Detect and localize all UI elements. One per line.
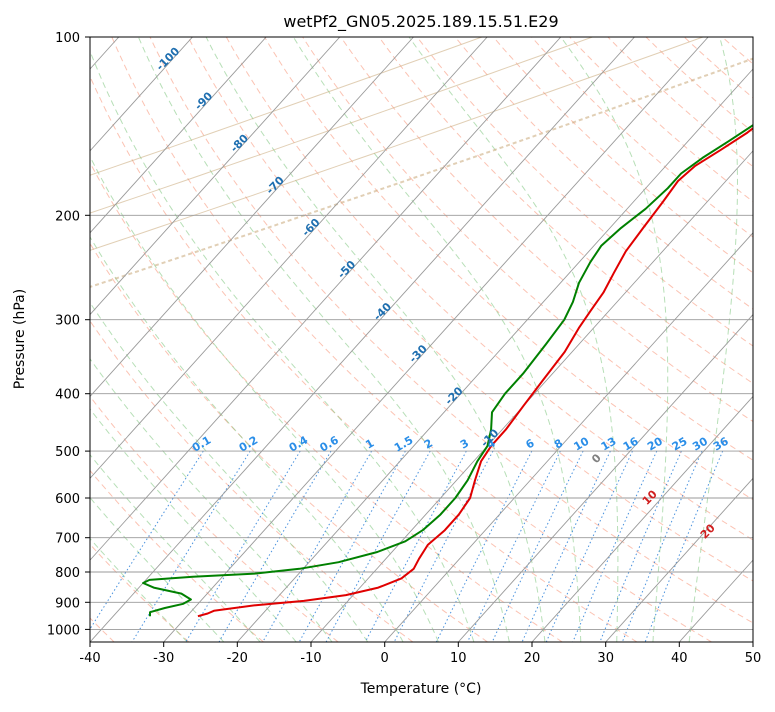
y-tick-label: 200 [55, 209, 80, 224]
chart-title: wetPf2_GN05.2025.189.15.51.E29 [283, 12, 558, 32]
x-tick-label: -10 [300, 651, 321, 666]
y-tick-label: 900 [55, 596, 80, 611]
x-tick-label: -20 [227, 651, 248, 666]
y-tick-label: 700 [55, 532, 80, 547]
y-tick-label: 800 [55, 566, 80, 581]
y-tick-label: 600 [55, 492, 80, 507]
y-tick-label: 300 [55, 314, 80, 329]
y-tick-label: 500 [55, 445, 80, 460]
x-tick-label: 40 [671, 651, 688, 666]
x-tick-label: -40 [79, 651, 100, 666]
y-tick-label: 400 [55, 388, 80, 403]
x-tick-label: 20 [524, 651, 541, 666]
y-axis-label: Pressure (hPa) [12, 289, 28, 389]
x-tick-label: 10 [450, 651, 467, 666]
x-tick-label: -30 [153, 651, 174, 666]
x-axis-label: Temperature (°C) [360, 681, 482, 697]
x-tick-label: 30 [597, 651, 614, 666]
y-tick-label: 1000 [47, 623, 80, 638]
x-tick-label: 0 [381, 651, 389, 666]
y-tick-label: 100 [55, 31, 80, 46]
x-tick-label: 50 [745, 651, 762, 666]
